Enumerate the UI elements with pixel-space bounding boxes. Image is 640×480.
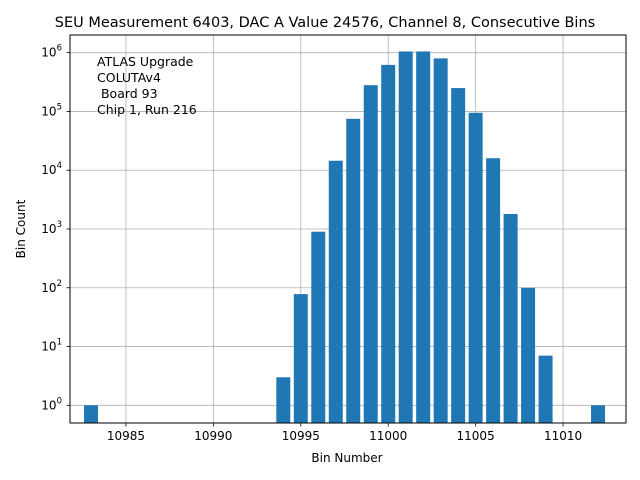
y-tick-label: 103	[41, 220, 62, 236]
bar	[276, 377, 291, 423]
y-tick-label: 101	[41, 338, 62, 354]
y-tick-base: 10	[41, 398, 56, 412]
y-tick-base: 10	[41, 281, 56, 295]
bar	[83, 405, 98, 423]
bar	[293, 294, 308, 423]
bar	[381, 64, 396, 423]
y-tick-base: 10	[41, 104, 56, 118]
axis-ticks: 10985 10990 10995 11000 11005 110101001011021…	[41, 44, 582, 443]
annotation-line: Board 93	[97, 86, 158, 101]
bar	[398, 51, 413, 423]
y-tick-label: 106	[41, 44, 62, 60]
bar	[451, 88, 466, 423]
y-tick-exponent: 2	[57, 279, 62, 289]
bar	[328, 160, 343, 423]
bar	[486, 158, 501, 423]
y-tick-label: 102	[41, 279, 62, 295]
x-tick-label: 11000	[369, 429, 407, 443]
x-tick-label: 11005	[457, 429, 495, 443]
y-tick-label: 104	[41, 161, 62, 177]
bars	[83, 51, 606, 424]
x-tick-label: 10995	[282, 429, 320, 443]
y-tick-base: 10	[41, 46, 56, 60]
y-tick-label: 105	[41, 102, 62, 118]
y-tick-exponent: 5	[57, 102, 62, 112]
annotation-line: ATLAS Upgrade	[97, 54, 194, 69]
bar	[433, 58, 448, 423]
y-tick-base: 10	[41, 222, 56, 236]
bar	[503, 213, 518, 423]
annotation: ATLAS Upgrade COLUTAv4 Board 93 Chip 1, Ru…	[97, 54, 197, 117]
bar	[416, 51, 431, 423]
y-tick-exponent: 1	[57, 338, 62, 348]
bar	[468, 112, 483, 423]
y-tick-exponent: 0	[57, 396, 62, 406]
bar	[346, 118, 361, 423]
annotation-line: Chip 1, Run 216	[97, 102, 197, 117]
y-tick-label: 100	[41, 396, 62, 412]
y-tick-base: 10	[41, 163, 56, 177]
bar	[311, 231, 326, 423]
bar	[538, 355, 553, 423]
y-tick-exponent: 6	[57, 44, 62, 54]
bar	[521, 287, 536, 423]
y-tick-exponent: 4	[57, 161, 62, 171]
bar	[591, 405, 606, 423]
y-axis-label: Bin Count	[14, 199, 28, 258]
x-tick-label: 10985	[107, 429, 145, 443]
x-tick-label: 10990	[194, 429, 232, 443]
chart-title: SEU Measurement 6403, DAC A Value 24576,…	[55, 15, 595, 31]
y-tick-exponent: 3	[57, 220, 62, 230]
annotation-line: COLUTAv4	[97, 70, 161, 85]
y-tick-base: 10	[41, 340, 56, 354]
x-axis-label: Bin Number	[311, 451, 382, 465]
bar	[363, 85, 378, 424]
x-tick-label: 11010	[544, 429, 582, 443]
annotation-text: ATLAS Upgrade COLUTAv4 Board 93 Chip 1, Ru…	[97, 54, 197, 117]
